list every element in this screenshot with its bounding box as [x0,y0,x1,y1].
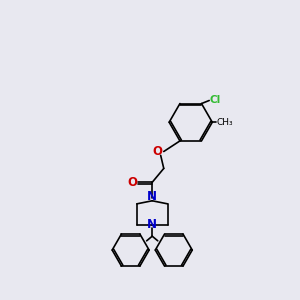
Text: CH₃: CH₃ [217,118,233,127]
Text: N: N [147,190,157,203]
Text: O: O [153,145,163,158]
Text: N: N [147,218,157,231]
Text: O: O [127,176,137,189]
Text: Cl: Cl [210,95,221,106]
